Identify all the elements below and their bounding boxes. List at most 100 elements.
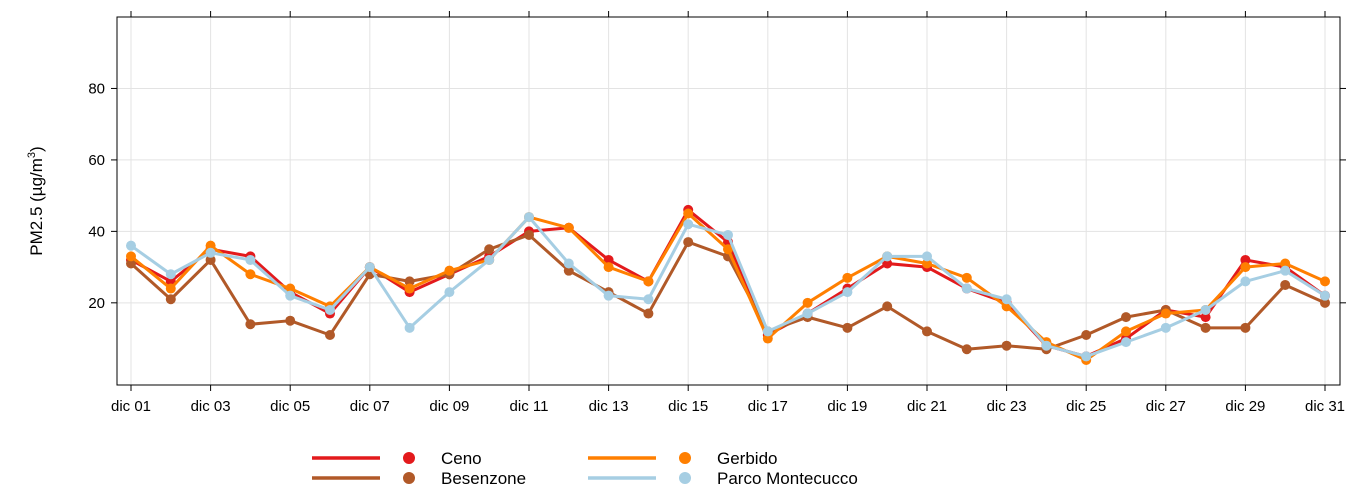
- data-point: [683, 219, 694, 230]
- data-point: [245, 319, 256, 330]
- y-axis-title: PM2.5 (µg/m3): [26, 146, 46, 255]
- data-point: [285, 290, 296, 301]
- data-point: [1160, 322, 1171, 333]
- data-point: [1280, 258, 1291, 269]
- data-point: [643, 294, 654, 305]
- x-tick-label: dic 29: [1225, 398, 1265, 415]
- data-point: [1240, 322, 1251, 333]
- y-axis-title-superscript: 3: [26, 152, 38, 158]
- data-point: [1200, 304, 1211, 315]
- data-point: [842, 287, 853, 298]
- legend-label: Ceno: [441, 449, 482, 468]
- data-point: [1200, 322, 1211, 333]
- data-point: [603, 254, 614, 265]
- data-point: [563, 222, 574, 233]
- x-tick-label: dic 21: [907, 398, 947, 415]
- data-point: [524, 229, 534, 240]
- data-point: [762, 326, 773, 337]
- data-point: [842, 272, 853, 283]
- y-tick-label: 60: [88, 152, 105, 169]
- data-point: [325, 329, 335, 340]
- data-point: [1001, 340, 1012, 351]
- x-tick-label: dic 07: [350, 398, 390, 415]
- data-point: [961, 344, 972, 355]
- data-point: [444, 287, 455, 298]
- data-point: [1240, 276, 1251, 287]
- data-point: [364, 262, 375, 273]
- series-group: [126, 204, 1330, 365]
- data-point: [723, 229, 733, 240]
- x-tick-label: dic 23: [987, 398, 1027, 415]
- data-point: [1081, 351, 1092, 362]
- data-point: [683, 237, 694, 248]
- data-point: [126, 240, 136, 251]
- data-point: [1081, 329, 1092, 340]
- data-point: [205, 247, 216, 258]
- data-point: [643, 276, 654, 287]
- legend-label: Gerbido: [717, 449, 777, 468]
- x-tick-label: dic 19: [827, 398, 867, 415]
- data-point: [882, 258, 893, 269]
- data-point: [802, 297, 813, 308]
- data-point: [882, 251, 893, 262]
- y-axis-title-prefix: PM2.5 (µg/m: [27, 158, 46, 256]
- data-point: [603, 262, 614, 273]
- legend-item: Besenzone: [312, 469, 526, 488]
- data-point: [126, 251, 136, 262]
- data-point: [762, 333, 773, 344]
- data-point: [563, 265, 574, 276]
- data-point: [484, 254, 495, 265]
- data-point: [245, 254, 256, 265]
- series-parco-montecucco: [126, 212, 1330, 362]
- legend-item: Ceno: [312, 449, 482, 468]
- data-point: [1240, 262, 1251, 273]
- data-point: [922, 326, 932, 337]
- x-tick-label: dic 27: [1146, 398, 1186, 415]
- series-ceno: [126, 204, 1330, 362]
- data-point: [961, 272, 972, 283]
- data-point: [285, 283, 296, 294]
- data-point: [1320, 290, 1330, 301]
- data-point: [165, 294, 176, 305]
- x-tick-label: dic 03: [191, 398, 231, 415]
- data-point: [404, 276, 415, 287]
- data-point: [1160, 308, 1171, 319]
- data-point: [961, 283, 972, 294]
- y-tick-label: 20: [88, 295, 105, 312]
- data-point: [285, 315, 296, 326]
- data-point: [1121, 337, 1131, 348]
- data-point: [404, 322, 415, 333]
- x-tick-label: dic 25: [1066, 398, 1106, 415]
- data-point: [1320, 276, 1330, 287]
- y-axis-title-suffix: ): [27, 146, 46, 152]
- legend-item: Gerbido: [588, 449, 777, 468]
- data-point: [1001, 294, 1012, 305]
- x-tick-label: dic 15: [668, 398, 708, 415]
- data-point: [325, 304, 335, 315]
- legend-item: Parco Montecucco: [588, 469, 858, 488]
- legend-point-swatch: [403, 452, 415, 464]
- data-point: [245, 269, 256, 280]
- x-tick-label: dic 01: [111, 398, 151, 415]
- data-point: [1121, 326, 1131, 337]
- data-point: [643, 308, 654, 319]
- data-point: [603, 290, 614, 301]
- data-point: [882, 301, 893, 312]
- data-point: [802, 308, 813, 319]
- y-tick-label: 80: [88, 80, 105, 97]
- axis-ticks: [111, 11, 1346, 391]
- data-point: [1280, 265, 1291, 276]
- data-point: [1041, 340, 1052, 351]
- data-point: [1320, 297, 1330, 308]
- data-point: [922, 258, 932, 269]
- legend-point-swatch: [679, 452, 691, 464]
- legend-label: Besenzone: [441, 469, 526, 488]
- data-point: [524, 212, 534, 223]
- data-point: [723, 244, 733, 255]
- x-tick-label: dic 31: [1305, 398, 1345, 415]
- data-point: [922, 251, 932, 262]
- data-point: [1240, 254, 1251, 265]
- legend-label: Parco Montecucco: [717, 469, 858, 488]
